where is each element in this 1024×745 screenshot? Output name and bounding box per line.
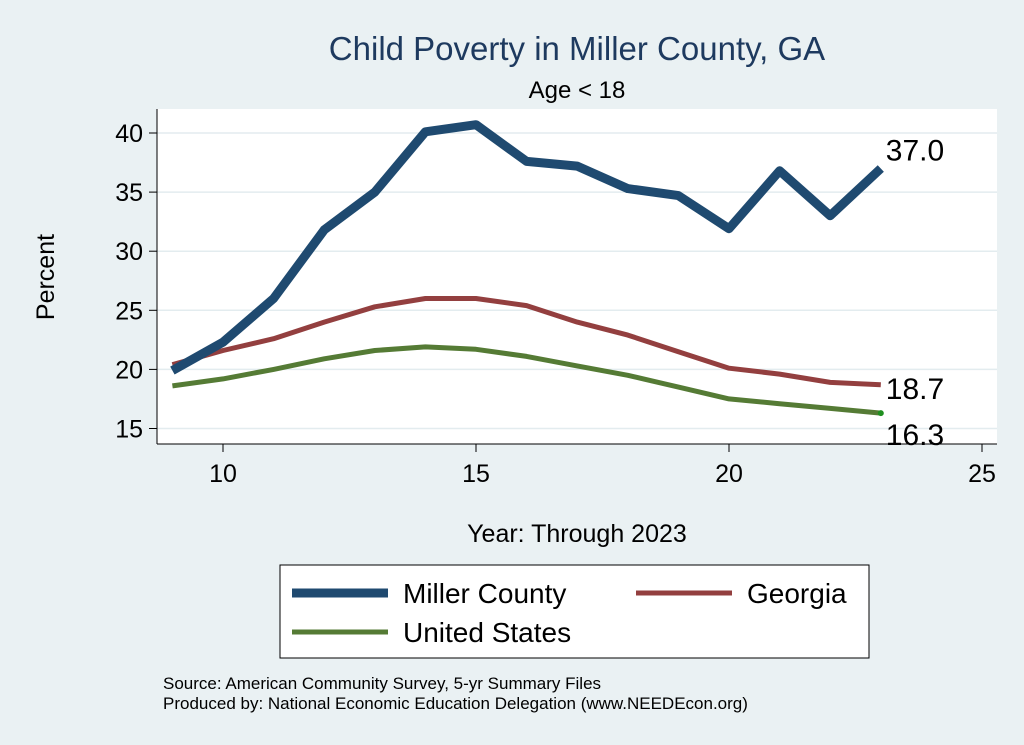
legend-label-united-states: United States <box>403 617 571 648</box>
series-line-georgia <box>171 296 881 388</box>
end-marker-united-states <box>877 410 884 417</box>
y-axis-label: Percent <box>32 234 60 320</box>
plot-area <box>157 109 997 444</box>
chart-title: Child Poverty in Miller County, GA <box>329 30 825 67</box>
end-label-united-states: 16.3 <box>886 419 944 452</box>
y-tick-label-20: 20 <box>115 356 143 384</box>
y-tick-label-25: 25 <box>115 297 143 325</box>
source-line-1: Source: American Community Survey, 5-yr … <box>163 674 601 693</box>
series-group <box>170 120 884 417</box>
x-tick-label-25: 25 <box>968 460 996 488</box>
x-ticks: 10 15 20 25 <box>209 444 996 488</box>
end-label-miller-county: 37.0 <box>886 134 944 167</box>
source-line-2: Produced by: National Economic Education… <box>163 694 748 713</box>
legend-label-miller-county: Miller County <box>403 578 566 609</box>
x-axis-label: Year: Through 2023 <box>467 520 687 548</box>
y-tick-label-30: 30 <box>115 238 143 266</box>
x-tick-label-20: 20 <box>715 460 743 488</box>
end-label-georgia: 18.7 <box>886 373 944 406</box>
legend-box <box>279 564 870 659</box>
y-tick-label-15: 15 <box>115 416 143 444</box>
y-ticks: 15 20 25 30 35 40 <box>115 120 157 444</box>
chart-subtitle: Age < 18 <box>529 77 626 104</box>
legend-label-georgia: Georgia <box>747 578 847 609</box>
gridlines <box>157 132 997 430</box>
series-line-miller-county <box>170 120 884 375</box>
end-labels: 37.0 18.7 16.3 <box>886 134 944 452</box>
x-tick-label-15: 15 <box>462 460 490 488</box>
y-tick-label-35: 35 <box>115 179 143 207</box>
y-tick-label-40: 40 <box>115 120 143 148</box>
legend: Miller County Georgia United States <box>279 564 870 659</box>
series-line-united-states <box>172 344 882 416</box>
x-tick-label-10: 10 <box>209 460 237 488</box>
